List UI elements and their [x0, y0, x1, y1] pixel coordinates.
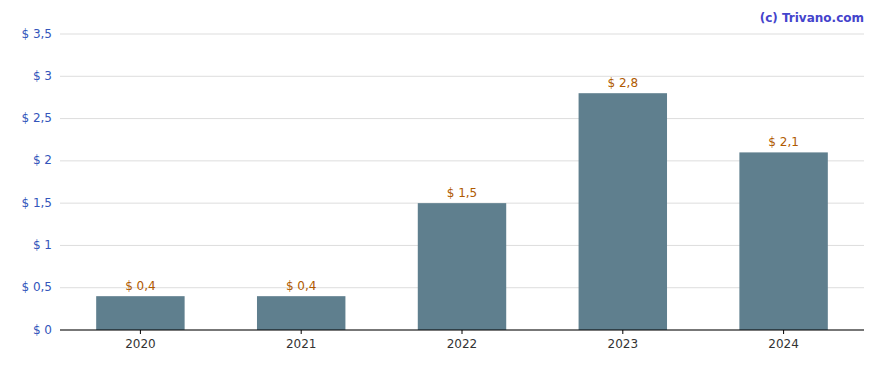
grid-line [60, 34, 864, 35]
y-tick-label: $ 1,5 [21, 196, 52, 210]
y-tick-label: $ 0,5 [21, 280, 52, 294]
data-label: $ 1,5 [447, 186, 478, 200]
y-axis: $ 0 $ 0,5 $ 1 $ 1,5 $ 2 $ 2,5 $ 3 $ 3,5 [21, 27, 52, 337]
x-tick-label: 2022 [447, 337, 478, 351]
bar [579, 93, 667, 330]
bar [739, 152, 827, 330]
grid [60, 34, 864, 330]
data-label: $ 0,4 [286, 279, 317, 293]
data-label: $ 0,4 [125, 279, 156, 293]
bar [257, 296, 345, 330]
y-tick-label: $ 1 [33, 238, 52, 252]
y-tick-label: $ 0 [33, 323, 52, 337]
chart-container: $ 0$ 0,5$ 1$ 1,5$ 2$ 2,5$ 3$ 3,5$ 0,4$ 0… [0, 0, 888, 370]
bar [96, 296, 184, 330]
x-tick [140, 330, 141, 334]
x-tick [301, 330, 302, 334]
x-tick [622, 330, 623, 334]
x-tick-label: 2024 [768, 337, 799, 351]
y-tick-label: $ 3 [33, 69, 52, 83]
x-tick-label: 2021 [286, 337, 317, 351]
x-axis: 2020 2021 2022 2023 2024 [60, 330, 864, 351]
data-label: $ 2,1 [768, 135, 799, 149]
x-tick-label: 2020 [125, 337, 156, 351]
bar [418, 203, 506, 330]
watermark: (c) Trivano.com [760, 11, 864, 25]
x-tick [783, 330, 784, 334]
data-label: $ 2,8 [608, 76, 639, 90]
grid-line [60, 118, 864, 119]
bars [96, 93, 828, 330]
y-tick-label: $ 2 [33, 153, 52, 167]
chart-svg: $ 0$ 0,5$ 1$ 1,5$ 2$ 2,5$ 3$ 3,5$ 0,4$ 0… [0, 0, 888, 370]
x-tick-label: 2023 [608, 337, 639, 351]
grid-line [60, 76, 864, 77]
y-tick-label: $ 3,5 [21, 27, 52, 41]
page: {"chart_data": {"type": "bar", "categori… [0, 0, 888, 370]
x-tick [462, 330, 463, 334]
y-tick-label: $ 2,5 [21, 111, 52, 125]
data-labels: $ 0,4 $ 0,4 $ 1,5 $ 2,8 $ 2,1 [125, 76, 799, 293]
